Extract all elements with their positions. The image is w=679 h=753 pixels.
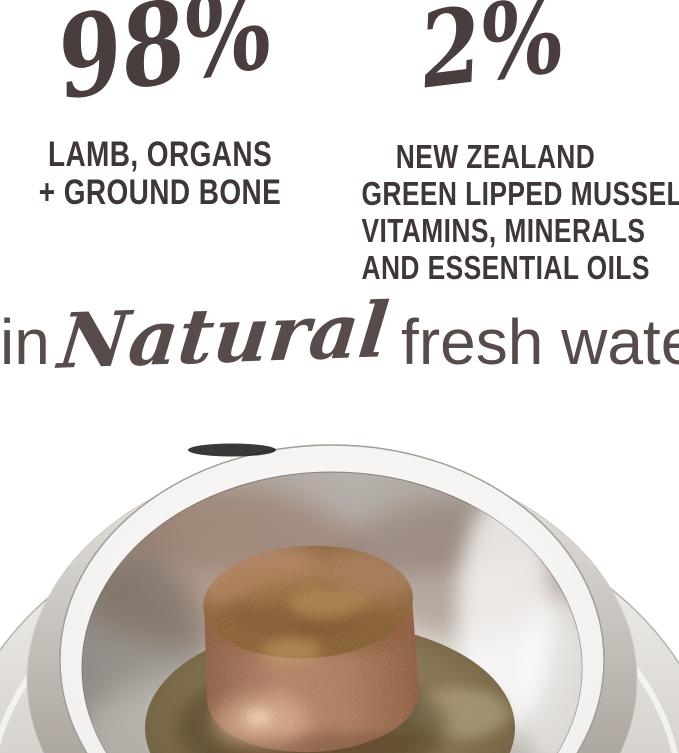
pate-top-patches <box>200 540 422 753</box>
stat-value-2: 2% <box>413 0 571 113</box>
stat-caption-line: VITAMINS, MINERALS <box>361 212 646 249</box>
stat-caption-line: AND ESSENTIAL OILS <box>361 249 650 286</box>
pate-texture-light <box>200 540 422 753</box>
stat-caption-line: LAMB, ORGANS <box>47 135 273 174</box>
stat-caption-line: NEW ZEALAND <box>395 138 596 175</box>
rim-dark-reflection <box>188 443 276 457</box>
stat-caption-2: NEW ZEALAND GREEN LIPPED MUSSEL, VITAMIN… <box>361 138 679 286</box>
stat-caption-line: GREEN LIPPED MUSSEL, <box>361 175 679 212</box>
stat-caption-98: LAMB, ORGANS + GROUND BONE <box>20 136 300 212</box>
tagline-prefix: in <box>0 306 50 378</box>
bowl-photo <box>0 443 679 753</box>
stat-caption-line: + GROUND BONE <box>38 173 282 212</box>
tagline-suffix: fresh water <box>401 306 679 378</box>
stat-value-98: 98% <box>48 0 282 126</box>
pate-food <box>200 540 422 753</box>
tagline-script-word: Natural <box>54 285 393 386</box>
